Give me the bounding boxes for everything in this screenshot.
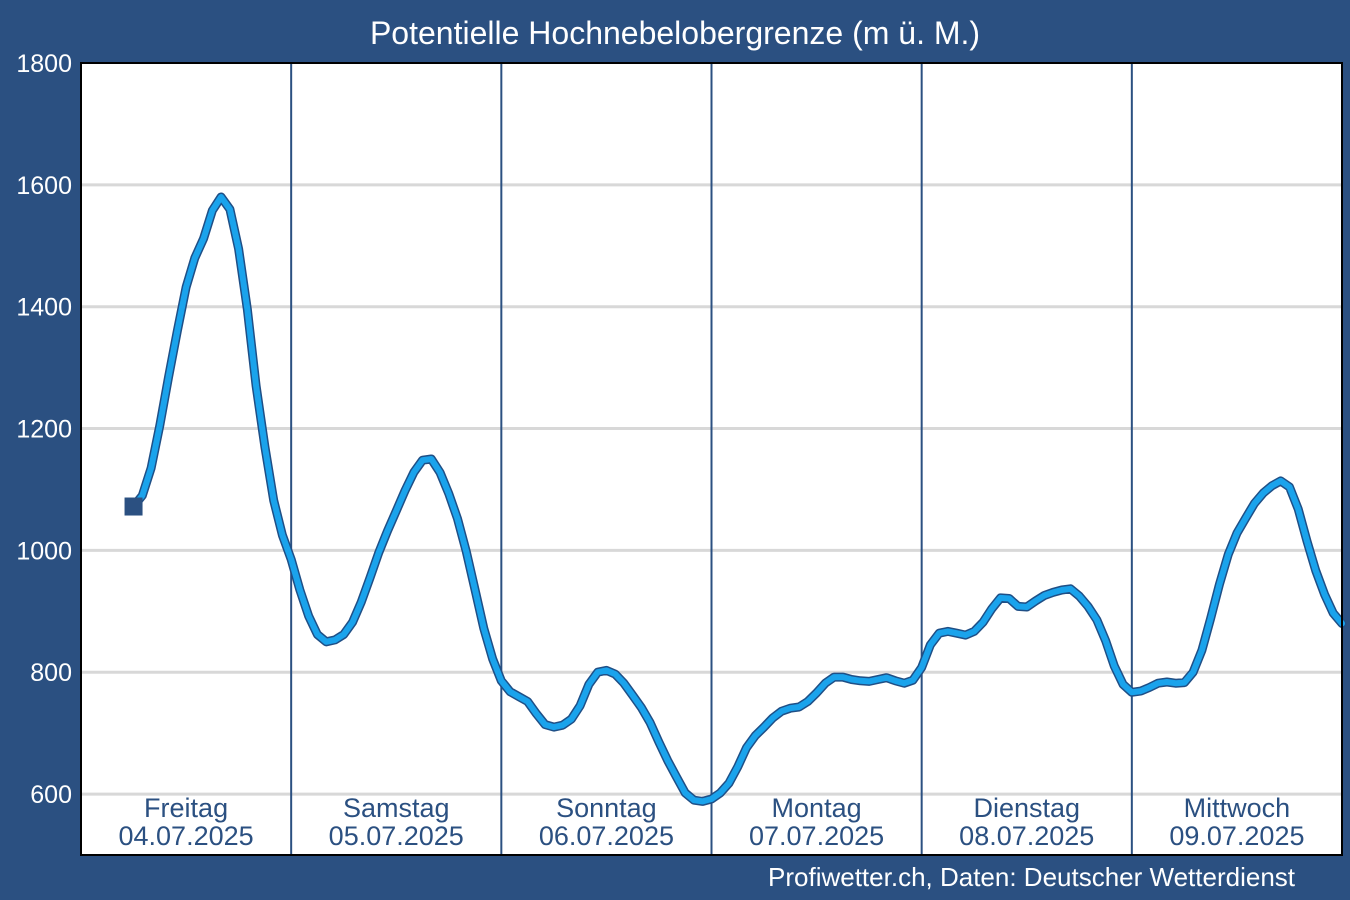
day-date-label: 07.07.2025 [749, 821, 884, 851]
day-weekday-label: Freitag [144, 793, 228, 823]
series-start-marker [124, 497, 143, 516]
y-tick-label: 1200 [16, 416, 72, 444]
day-date-label: 05.07.2025 [329, 821, 464, 851]
y-tick-label: 600 [30, 781, 72, 809]
day-weekday-label: Mittwoch [1184, 793, 1291, 823]
day-date-label: 04.07.2025 [119, 821, 254, 851]
day-date-label: 08.07.2025 [959, 821, 1094, 851]
y-tick-label: 1400 [16, 294, 72, 322]
day-weekday-label: Dienstag [973, 793, 1080, 823]
chart-title: Potentielle Hochnebelobergrenze (m ü. M.… [370, 15, 980, 51]
day-weekday-label: Sonntag [556, 793, 657, 823]
plot-frame [80, 62, 1343, 856]
day-weekday-label: Montag [772, 793, 862, 823]
y-tick-label: 800 [30, 659, 72, 687]
y-tick-label: 1000 [16, 537, 72, 565]
day-date-label: 09.07.2025 [1169, 821, 1304, 851]
day-weekday-label: Samstag [343, 793, 450, 823]
y-tick-label: 1600 [16, 172, 72, 200]
source-credit: Profiwetter.ch, Daten: Deutscher Wetterd… [768, 862, 1296, 892]
day-date-label: 06.07.2025 [539, 821, 674, 851]
series-line [130, 194, 1345, 805]
y-tick-label: 1800 [16, 50, 72, 78]
